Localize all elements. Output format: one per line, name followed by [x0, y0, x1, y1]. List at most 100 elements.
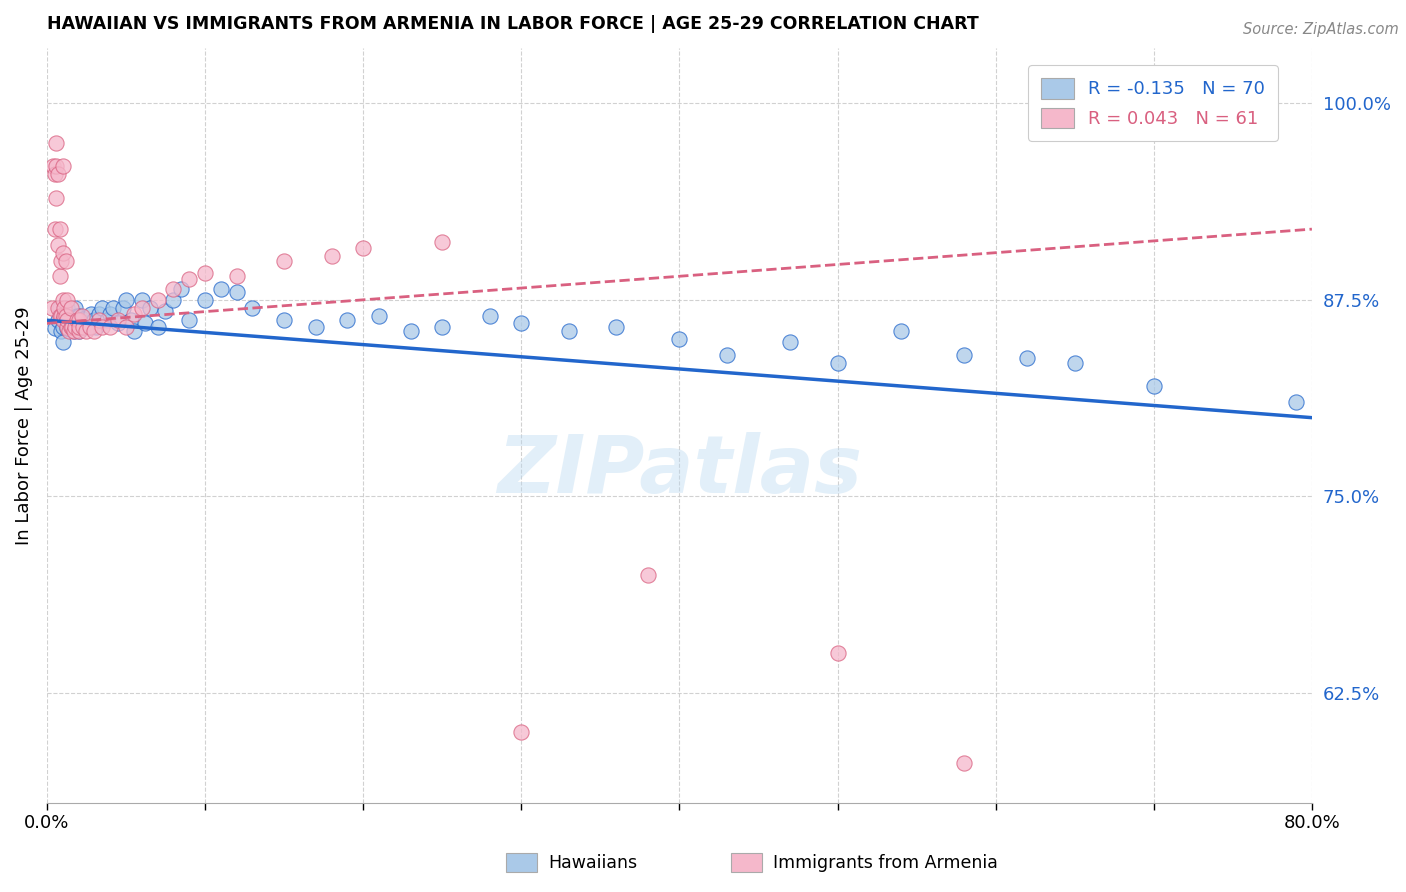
Point [336, 313, 359, 327]
Point [827, 356, 849, 370]
Point [48, 269, 70, 284]
Point [62, 324, 84, 338]
Point [225, 285, 247, 299]
Point [138, 301, 160, 315]
Point [510, 725, 533, 739]
Point [107, 313, 129, 327]
Point [557, 324, 579, 338]
Point [79, 319, 101, 334]
Point [58, 324, 80, 338]
Point [52, 245, 75, 260]
Point [58, 311, 80, 326]
Point [45, 191, 67, 205]
Point [79, 319, 101, 334]
Point [53, 301, 76, 315]
Point [273, 313, 295, 327]
Point [65, 313, 87, 327]
Point [52, 293, 75, 307]
Point [83, 313, 105, 327]
Point [67, 313, 90, 327]
Point [953, 348, 976, 362]
Point [510, 317, 533, 331]
Point [194, 266, 217, 280]
Point [67, 313, 90, 327]
Point [827, 646, 849, 660]
Point [52, 335, 75, 350]
Point [605, 319, 627, 334]
Point [67, 324, 90, 338]
Point [111, 301, 134, 315]
Point [84, 319, 107, 334]
Point [1017, 351, 1039, 365]
Point [55, 317, 77, 331]
Point [56, 319, 79, 334]
Text: HAWAIIAN VS IMMIGRANTS FROM ARMENIA IN LABOR FORCE | AGE 25-29 CORRELATION CHART: HAWAIIAN VS IMMIGRANTS FROM ARMENIA IN L… [46, 15, 979, 33]
Point [56, 321, 79, 335]
Point [44, 167, 66, 181]
Point [75, 324, 97, 338]
Point [432, 319, 454, 334]
Point [49, 309, 72, 323]
Point [91, 319, 114, 334]
Point [103, 301, 125, 315]
Point [1285, 395, 1308, 409]
Point [66, 313, 89, 327]
Point [45, 136, 67, 150]
Text: Hawaiians: Hawaiians [548, 854, 637, 871]
Point [115, 319, 138, 334]
Point [83, 324, 105, 338]
Point [399, 324, 422, 338]
Point [115, 293, 138, 307]
Point [55, 309, 77, 323]
Point [91, 301, 114, 315]
Point [179, 272, 201, 286]
Point [46, 237, 69, 252]
Point [80, 307, 103, 321]
Point [87, 313, 110, 327]
Point [146, 319, 169, 334]
Text: Immigrants from Armenia: Immigrants from Armenia [773, 854, 998, 871]
Point [65, 301, 87, 315]
Point [478, 309, 501, 323]
Point [59, 319, 82, 334]
Point [98, 319, 121, 334]
Point [48, 301, 70, 315]
Point [668, 332, 690, 346]
Point [44, 222, 66, 236]
Point [75, 317, 97, 331]
Y-axis label: In Labor Force | Age 25-29: In Labor Force | Age 25-29 [15, 306, 32, 545]
Point [48, 222, 70, 236]
Point [56, 313, 79, 327]
Point [98, 307, 121, 321]
Point [122, 324, 145, 338]
Point [637, 567, 659, 582]
Point [273, 253, 295, 268]
Point [48, 309, 70, 323]
Point [56, 293, 79, 307]
Point [779, 335, 801, 350]
Point [46, 301, 69, 315]
Point [65, 319, 87, 334]
Point [46, 167, 69, 181]
Legend: R = -0.135   N = 70, R = 0.043   N = 61: R = -0.135 N = 70, R = 0.043 N = 61 [1028, 65, 1278, 141]
Point [209, 282, 232, 296]
Point [162, 282, 184, 296]
Point [67, 319, 90, 334]
Point [49, 324, 72, 338]
Point [162, 293, 184, 307]
Point [96, 313, 118, 327]
Point [155, 303, 177, 318]
Point [72, 319, 94, 334]
Point [170, 282, 193, 296]
Point [53, 309, 76, 323]
Point [131, 293, 153, 307]
Point [305, 319, 328, 334]
Point [179, 313, 201, 327]
Point [67, 309, 90, 323]
Point [225, 269, 247, 284]
Point [321, 249, 343, 263]
Point [70, 319, 93, 334]
Point [194, 293, 217, 307]
Text: ZIPatlas: ZIPatlas [496, 432, 862, 509]
Point [107, 317, 129, 331]
